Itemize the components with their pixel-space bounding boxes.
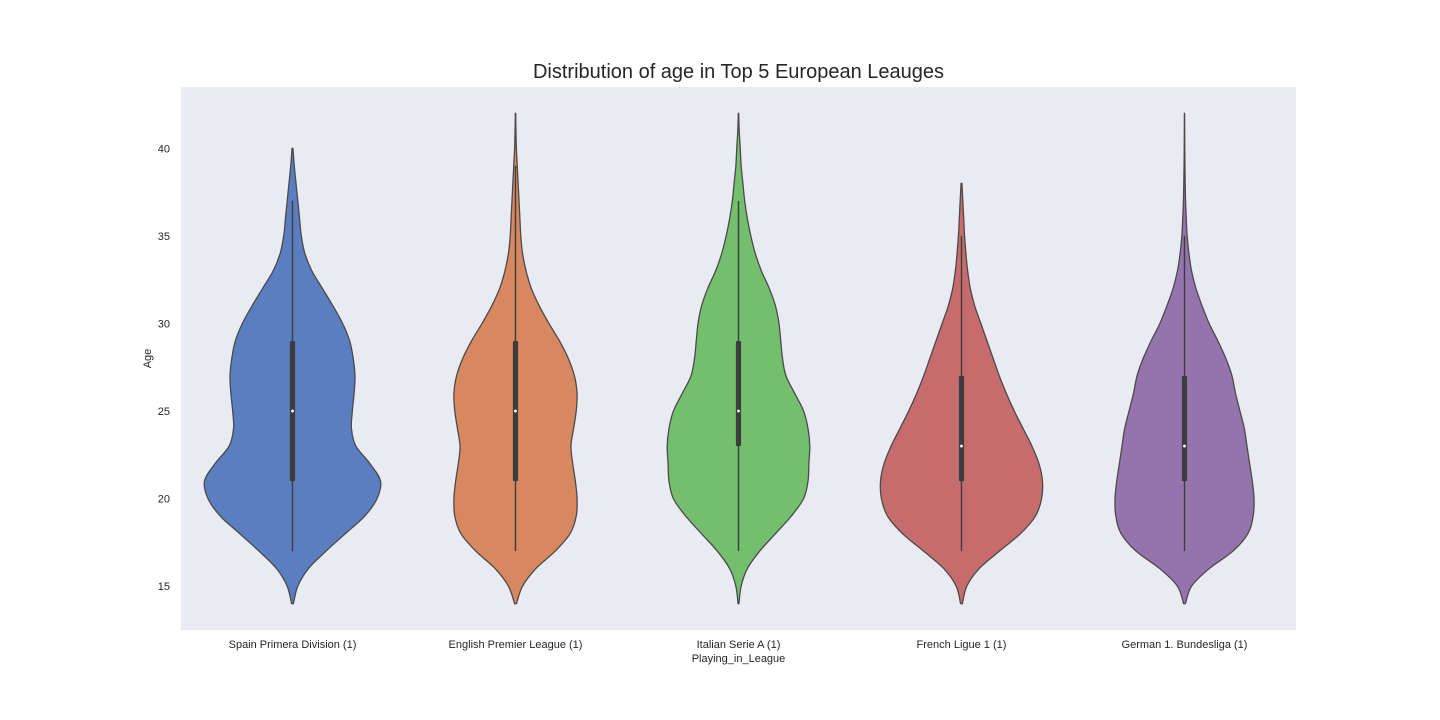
chart-title: Distribution of age in Top 5 European Le…: [532, 61, 945, 83]
x-tick-label: English Premier League (1): [449, 639, 583, 651]
violin-median-point: [737, 409, 740, 413]
x-tick-label: French Ligue 1 (1): [917, 639, 1007, 651]
violin-median-point: [960, 444, 963, 448]
y-tick-label: 25: [158, 406, 170, 418]
x-axis-ticks: Spain Primera Division (1) English Premie…: [229, 639, 1248, 651]
x-tick-label: Italian Serie A (1): [697, 639, 781, 651]
y-axis-label: Age: [142, 349, 154, 369]
violin-iqr-box: [958, 376, 965, 482]
violin-median-point: [1183, 444, 1186, 448]
y-tick-label: 30: [158, 318, 170, 330]
x-tick-label: German 1. Bundesliga (1): [1122, 639, 1248, 651]
violins-group: [203, 112, 1255, 605]
x-tick-label: Spain Primera Division (1): [229, 639, 357, 651]
violin-iqr-box: [735, 340, 742, 447]
x-axis-label: Playing_in_League: [692, 653, 786, 665]
violin-median-point: [514, 409, 517, 413]
violin-iqr-box: [1181, 376, 1188, 482]
y-tick-label: 20: [158, 494, 170, 506]
y-tick-label: 35: [158, 231, 170, 243]
y-axis-ticks: 15 20 25 30 35 40: [158, 143, 170, 593]
violin-median-point: [291, 409, 294, 413]
y-tick-label: 15: [158, 581, 170, 593]
y-tick-label: 40: [158, 143, 170, 155]
